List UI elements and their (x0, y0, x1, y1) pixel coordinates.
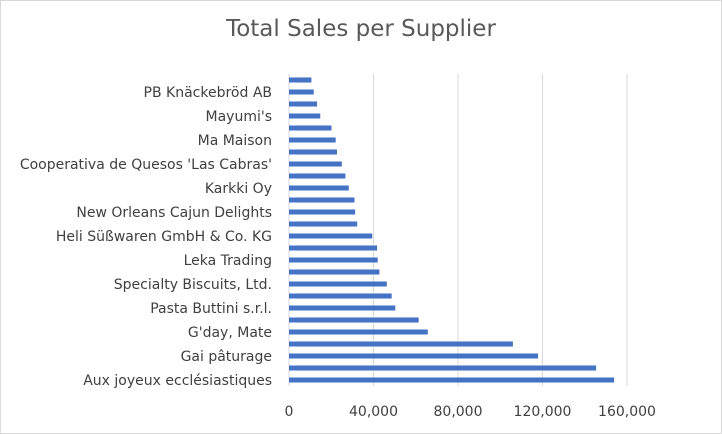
bar (289, 329, 428, 335)
chart-title: Total Sales per Supplier (226, 16, 496, 42)
bar (289, 185, 349, 191)
bar (289, 209, 356, 215)
y-tick-label: Karkki Oy (205, 181, 272, 197)
y-tick-label: Mayumi's (206, 109, 273, 125)
y-tick-label: Aux joyeux ecclésiastiques (83, 373, 272, 389)
x-tick-label: 0 (285, 404, 294, 420)
bar (289, 161, 342, 167)
y-tick-label: Cooperativa de Quesos 'Las Cabras' (20, 157, 272, 173)
x-tick-label: 40,000 (349, 404, 398, 420)
bar (289, 305, 396, 311)
bar (289, 149, 337, 155)
bar (289, 257, 378, 263)
bar (289, 317, 419, 323)
y-tick-label: Specialty Biscuits, Ltd. (114, 277, 272, 293)
y-axis-labels: Aux joyeux ecclésiastiques Gai pâturage G'… (20, 85, 272, 389)
y-tick-label: Gai pâturage (181, 349, 272, 365)
bar (289, 353, 539, 359)
y-tick-label: G'day, Mate (188, 325, 272, 341)
x-tick-label: 160,000 (598, 404, 656, 420)
x-tick-label: 120,000 (514, 404, 572, 420)
y-tick-label: New Orleans Cajun Delights (76, 205, 272, 221)
bar (289, 221, 358, 227)
y-tick-label: PB Knäckebröd AB (144, 85, 272, 101)
bar (289, 365, 597, 371)
bar (289, 197, 355, 203)
bars (289, 77, 615, 383)
y-tick-label: Pasta Buttini s.r.l. (150, 301, 272, 317)
bar (289, 245, 378, 251)
bar (289, 101, 318, 107)
bar (289, 113, 321, 119)
bar (289, 281, 387, 287)
bar (289, 341, 513, 347)
x-axis-labels: 0 40,000 80,000 120,000 160,000 (285, 404, 656, 420)
bar (289, 173, 346, 179)
bar (289, 293, 392, 299)
bar (289, 137, 336, 143)
y-tick-label: Heli Süßwaren GmbH & Co. KG (56, 229, 272, 245)
bar (289, 233, 373, 239)
y-tick-label: Ma Maison (198, 133, 272, 149)
bar (289, 125, 332, 131)
y-tick-label: Leka Trading (184, 253, 272, 269)
x-tick-label: 80,000 (434, 404, 483, 420)
bar (289, 269, 380, 275)
bar (289, 89, 314, 95)
bar (289, 77, 312, 83)
gridlines (288, 74, 628, 386)
bar (289, 377, 615, 383)
